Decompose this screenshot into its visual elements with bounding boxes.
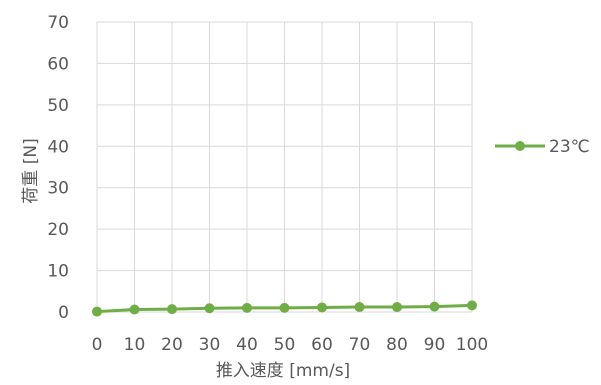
y-tick-label: 10 xyxy=(47,262,69,282)
x-tick-label: 50 xyxy=(274,335,296,355)
grid-lines xyxy=(96,21,473,313)
y-tick-label: 20 xyxy=(47,220,69,240)
x-tick-label: 100 xyxy=(456,335,488,355)
y-tick-label: 30 xyxy=(47,179,69,199)
x-tick-label: 90 xyxy=(424,335,446,355)
x-axis-title: 推入速度 [mm/s] xyxy=(216,361,350,381)
data-point xyxy=(467,300,477,311)
x-tick-label: 40 xyxy=(236,335,258,355)
x-tick-label: 0 xyxy=(92,335,103,355)
x-tick-labels: 0 10 20 30 40 50 60 70 80 90 100 xyxy=(92,335,489,355)
data-point xyxy=(354,302,365,313)
data-point xyxy=(279,302,290,313)
data-point xyxy=(392,302,402,313)
data-point xyxy=(167,304,177,315)
y-tick-label: 0 xyxy=(58,303,69,323)
y-tick-label: 70 xyxy=(47,13,69,33)
data-point xyxy=(204,303,215,314)
x-tick-label: 10 xyxy=(124,335,146,355)
y-axis-title: 荷重 [N] xyxy=(21,138,41,203)
data-point xyxy=(242,302,252,313)
legend-label: 23℃ xyxy=(549,137,590,157)
legend: 23℃ xyxy=(495,137,590,157)
x-tick-label: 30 xyxy=(199,335,221,355)
x-tick-label: 80 xyxy=(386,335,408,355)
y-tick-label: 40 xyxy=(47,137,69,157)
y-tick-label: 50 xyxy=(47,96,69,116)
y-tick-label: 60 xyxy=(47,54,69,74)
x-tick-label: 20 xyxy=(161,335,183,355)
data-point xyxy=(92,306,102,317)
data-point xyxy=(129,304,140,315)
x-tick-label: 70 xyxy=(349,335,371,355)
y-tick-labels: 0 10 20 30 40 50 60 70 xyxy=(47,13,69,323)
data-point xyxy=(317,302,327,313)
legend-marker-swatch xyxy=(515,141,525,151)
x-tick-label: 60 xyxy=(311,335,333,355)
series-lines xyxy=(92,300,477,317)
data-point xyxy=(429,301,440,312)
